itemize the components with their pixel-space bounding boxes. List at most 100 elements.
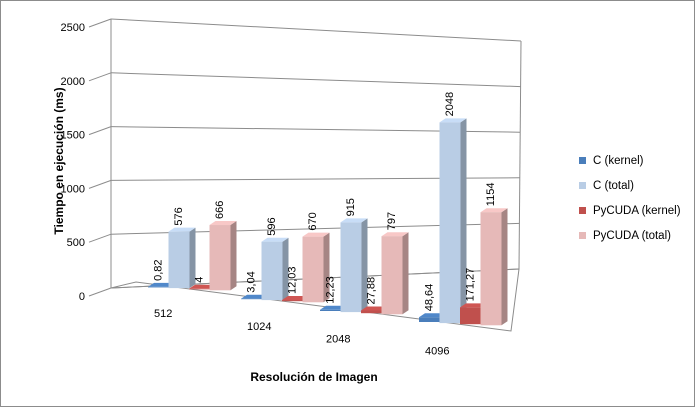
data-label: 4 bbox=[194, 277, 206, 283]
legend-label: C (kernel) bbox=[593, 155, 644, 167]
y-tick-label: 1500 bbox=[61, 130, 85, 142]
bar-side bbox=[361, 218, 368, 313]
bar-front bbox=[148, 286, 169, 288]
bar-front bbox=[320, 309, 341, 311]
bar-front bbox=[480, 212, 502, 326]
legend-label: PyCUDA (kernel) bbox=[593, 205, 681, 217]
bar-top bbox=[460, 303, 487, 308]
data-label: 2048 bbox=[444, 92, 456, 116]
bar-top bbox=[439, 118, 467, 123]
gridline-side bbox=[88, 179, 112, 189]
legend-swatch bbox=[579, 182, 586, 189]
bar-top bbox=[189, 284, 216, 289]
bar-front bbox=[189, 288, 210, 290]
x-tick-label: 1024 bbox=[247, 321, 271, 333]
bar-top bbox=[361, 306, 388, 311]
bar-side bbox=[230, 221, 237, 291]
x-tick-label: 512 bbox=[154, 308, 172, 320]
x-axis-title: Resolución de Imagen bbox=[250, 370, 377, 384]
bar-c-total--1024 bbox=[261, 237, 289, 301]
bar-front bbox=[460, 307, 481, 325]
bar-top bbox=[168, 227, 196, 232]
bar-front bbox=[340, 222, 362, 313]
gridline-side bbox=[88, 287, 112, 297]
bar-side bbox=[189, 227, 196, 289]
data-label: 576 bbox=[173, 207, 185, 225]
bar-pycuda-total--512 bbox=[209, 221, 237, 291]
gridline bbox=[110, 18, 522, 42]
bar-top bbox=[209, 221, 237, 226]
legend-item: C (kernel) bbox=[579, 155, 644, 167]
bar-pycuda-total--2048 bbox=[381, 232, 409, 315]
x-tick-label: 4096 bbox=[425, 345, 449, 357]
legend-swatch bbox=[579, 157, 586, 164]
x-tick-label: 2048 bbox=[326, 334, 350, 346]
legend-label: C (total) bbox=[593, 180, 634, 192]
bar-top bbox=[381, 232, 409, 237]
bar-top bbox=[148, 282, 175, 287]
y-axis-title: Tiempo en ejecución (ms) bbox=[52, 87, 66, 234]
bar-top bbox=[302, 232, 330, 237]
legend-item: C (total) bbox=[579, 180, 634, 192]
y-tick-label: 1000 bbox=[61, 183, 85, 195]
gridline-side bbox=[88, 126, 112, 136]
legend-label: PyCUDA (total) bbox=[593, 230, 671, 242]
gridline bbox=[110, 72, 521, 88]
data-label: 596 bbox=[266, 217, 278, 235]
bar-top bbox=[261, 237, 289, 242]
bar-front bbox=[168, 231, 190, 289]
gridline-side bbox=[88, 72, 112, 82]
legend-item: PyCUDA (total) bbox=[579, 230, 671, 242]
bar-side bbox=[501, 208, 508, 326]
bar-side bbox=[402, 232, 409, 315]
bar-side bbox=[282, 237, 289, 301]
data-label: 0,82 bbox=[153, 259, 165, 280]
data-label: 12,03 bbox=[287, 266, 299, 294]
y-tick-label: 2500 bbox=[61, 22, 85, 34]
bar-top bbox=[282, 296, 309, 301]
bar-c-total--2048 bbox=[340, 218, 368, 313]
legend-swatch bbox=[579, 232, 586, 239]
bar-front bbox=[381, 236, 403, 315]
bar-front bbox=[439, 122, 461, 324]
data-label: 171,27 bbox=[465, 268, 477, 302]
bar-top bbox=[480, 208, 508, 213]
data-label: 48,64 bbox=[424, 284, 436, 312]
back-wall-right-edge bbox=[518, 40, 522, 270]
bar-c-total--4096 bbox=[439, 118, 467, 324]
data-label: 670 bbox=[307, 212, 319, 230]
data-label: 12,23 bbox=[325, 276, 337, 304]
bar-c-total--512 bbox=[168, 227, 196, 289]
data-label: 3,04 bbox=[246, 271, 258, 292]
data-label: 1154 bbox=[485, 183, 497, 207]
y-tick-label: 500 bbox=[67, 237, 85, 249]
bar-front bbox=[241, 298, 262, 300]
bar-front bbox=[419, 317, 440, 322]
gridline-side bbox=[88, 18, 112, 28]
bar-front bbox=[361, 310, 382, 314]
y-tick-label: 0 bbox=[79, 291, 85, 303]
data-label: 797 bbox=[386, 212, 398, 230]
bar-front bbox=[261, 241, 283, 301]
y-tick-label: 2000 bbox=[61, 76, 85, 88]
bar-top bbox=[320, 305, 347, 310]
legend-swatch bbox=[579, 207, 586, 214]
gridline-side bbox=[88, 233, 112, 243]
bar-top bbox=[241, 294, 268, 299]
data-label: 666 bbox=[214, 201, 226, 219]
bar-top bbox=[340, 218, 368, 223]
bar-pycuda-total--1024 bbox=[302, 232, 330, 303]
data-label: 915 bbox=[345, 198, 357, 216]
bar-pycuda-total--4096 bbox=[480, 208, 508, 326]
bar-side bbox=[323, 232, 330, 303]
bar-front bbox=[302, 236, 324, 303]
legend-item: PyCUDA (kernel) bbox=[579, 205, 681, 217]
bar-front bbox=[282, 300, 303, 302]
bar-front bbox=[209, 225, 231, 291]
bar-side bbox=[460, 118, 467, 324]
bar-top bbox=[419, 313, 446, 318]
data-label: 27,88 bbox=[366, 277, 378, 305]
legend: C (kernel) C (total) PyCUDA (kernel) PyCUDA… bbox=[579, 155, 681, 242]
